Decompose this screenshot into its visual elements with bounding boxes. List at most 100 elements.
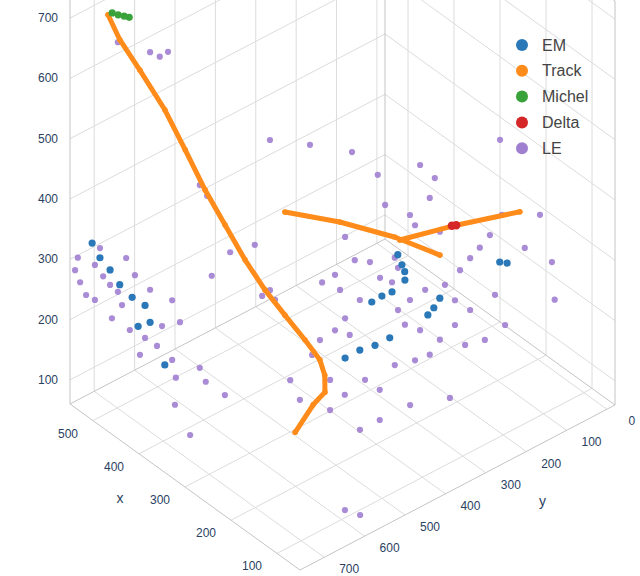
point (147, 287, 153, 293)
grid-line (385, 0, 615, 79)
grid-line (336, 0, 337, 264)
point (537, 212, 543, 218)
point (162, 107, 168, 113)
legend-marker (516, 116, 528, 128)
point (119, 302, 125, 308)
point (402, 322, 408, 328)
point (342, 315, 348, 321)
grid-line (385, 215, 615, 381)
grid-line (385, 0, 615, 140)
point (92, 262, 98, 268)
legend-marker (516, 91, 528, 103)
point (332, 272, 338, 278)
point (497, 137, 503, 143)
point (322, 372, 328, 378)
legend: EMTrackMichelDeltaLE (516, 37, 588, 157)
legend-label: Delta (542, 114, 579, 131)
point (437, 337, 443, 343)
axis-frame (70, 0, 71, 404)
point (97, 245, 103, 251)
point (377, 417, 383, 423)
y-tick-label: 600 (380, 541, 400, 555)
point (389, 279, 395, 285)
y-tick-label: 500 (420, 520, 440, 534)
axis-frame (300, 405, 615, 570)
point (319, 279, 325, 285)
grid-line (377, 243, 607, 409)
point (106, 266, 113, 273)
axis-frame (385, 239, 615, 405)
track-line (400, 212, 520, 240)
grid-line (337, 264, 567, 430)
grid-line (385, 34, 615, 200)
point (377, 275, 383, 281)
z-tick-label: 100 (38, 373, 58, 387)
grid-line (70, 215, 385, 380)
x-tick-label: 500 (58, 427, 78, 441)
grid-line (385, 94, 615, 260)
grid-line (70, 155, 385, 320)
grid-line (175, 349, 405, 515)
point (386, 334, 393, 341)
grid-line (385, 0, 615, 19)
point (395, 307, 401, 313)
grid-line (385, 155, 615, 321)
point (407, 297, 413, 303)
tick-labels: 1002003004005000100200300400500600700100… (38, 11, 636, 576)
point (452, 297, 458, 303)
grid-line (70, 94, 385, 259)
grid-line (94, 391, 324, 557)
y-tick-label: 700 (339, 562, 359, 576)
y-tick-label: 0 (629, 414, 636, 428)
point (447, 395, 453, 401)
legend-marker (516, 142, 528, 154)
point (287, 377, 293, 383)
point (307, 142, 313, 148)
point (432, 175, 438, 181)
point (141, 302, 148, 309)
point (92, 297, 98, 303)
point (430, 304, 437, 311)
grid-line (70, 0, 385, 78)
legend-label: Track (542, 62, 582, 79)
point (107, 282, 113, 288)
point (147, 49, 153, 55)
grid-line (135, 370, 365, 536)
point (115, 11, 122, 18)
x-tick-label: 300 (150, 493, 170, 507)
point (482, 337, 488, 343)
point (317, 337, 323, 343)
point (146, 319, 153, 326)
point (342, 234, 348, 240)
point (356, 346, 363, 353)
point (222, 392, 228, 398)
point (209, 273, 215, 279)
point (347, 332, 353, 338)
point (371, 342, 378, 349)
point (96, 254, 103, 261)
point (72, 267, 78, 273)
point (549, 259, 555, 265)
point (427, 195, 433, 201)
point (467, 255, 473, 261)
grid-line (500, 0, 501, 322)
point (417, 327, 423, 333)
legend-label: EM (542, 37, 566, 54)
point (477, 245, 483, 251)
point (437, 252, 443, 258)
grid-line (175, 0, 176, 349)
y-tick-label: 100 (581, 435, 601, 449)
grid-line (134, 0, 135, 370)
point (467, 307, 473, 313)
point (169, 357, 175, 363)
point (262, 287, 268, 293)
point (377, 387, 383, 393)
point (259, 293, 265, 299)
point (503, 260, 510, 267)
point (123, 255, 129, 261)
grid-line (93, 256, 408, 421)
point (109, 315, 115, 321)
chart-svg: 1002003004005000100200300400500600700100… (0, 0, 640, 576)
point (292, 430, 298, 436)
grid-line (376, 0, 377, 243)
